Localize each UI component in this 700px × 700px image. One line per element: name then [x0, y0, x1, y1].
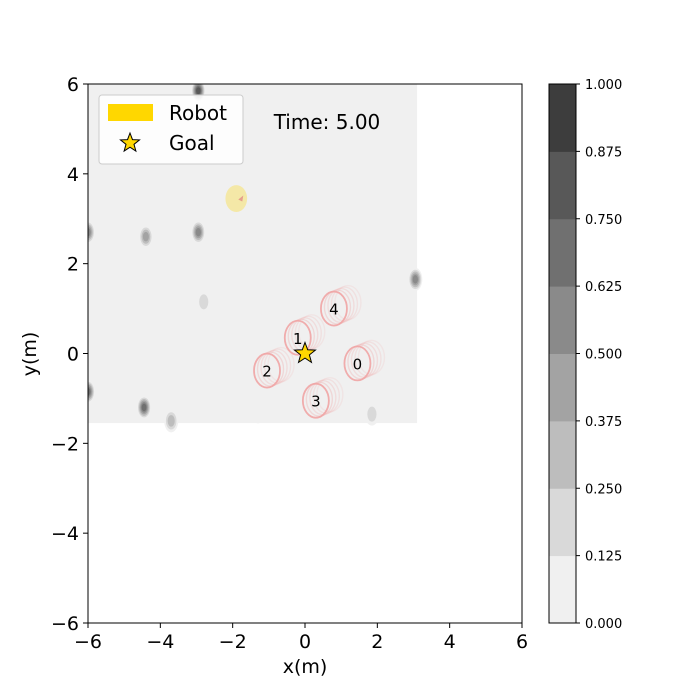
colorbar-tick-label: 0.875	[585, 145, 622, 160]
y-tick-label: −4	[51, 523, 79, 545]
agent-2: 2	[253, 346, 295, 389]
agent-0: 0	[343, 339, 386, 382]
agent-trail-ring	[298, 314, 326, 350]
x-tick-label: −2	[219, 631, 247, 653]
x-tick-label: 2	[371, 631, 383, 653]
obstacle-blob	[138, 225, 153, 249]
obstacle-blob	[191, 220, 206, 244]
agent-trail-ring	[312, 378, 341, 414]
obstacle-contour	[142, 231, 149, 242]
obstacle-contour	[367, 406, 377, 422]
colorbar-level	[549, 420, 576, 489]
obstacle-blob	[88, 380, 95, 404]
obstacle-blob	[408, 267, 423, 291]
colorbar-level	[549, 488, 576, 557]
robot-marker	[225, 185, 248, 213]
obstacle-contour	[199, 294, 209, 310]
colorbar-level	[549, 286, 576, 354]
x-tick-label: −4	[146, 631, 174, 653]
colorbar-level	[549, 218, 576, 287]
agent-circle	[283, 319, 312, 356]
agent-label: 1	[293, 330, 303, 348]
y-tick-label: −6	[51, 613, 79, 635]
colorbar-tick-label: 0.250	[585, 482, 622, 497]
robot-heading-arrow	[238, 195, 244, 202]
agent-circle	[253, 352, 281, 389]
y-tick-label: 4	[67, 164, 79, 186]
obstacle-blob	[364, 402, 379, 426]
colorbar-tick-label: 0.750	[585, 213, 622, 228]
x-axis-label: x(m)	[283, 656, 328, 678]
goal-star-icon	[293, 341, 317, 364]
colorbar-tick-label: 0.375	[585, 415, 622, 430]
obstacle-contour	[167, 415, 175, 427]
colorbar-level	[549, 555, 576, 624]
obstacle-contour	[141, 403, 147, 412]
legend-robot-patch	[108, 104, 153, 121]
agent-trail-ring	[263, 348, 292, 384]
agent-trail-ring	[334, 284, 362, 321]
colorbar: 0.000 0.125 0.250 0.375 0.500 0.625 0.750 0.875…	[548, 78, 622, 632]
obstacle-contour	[196, 87, 201, 95]
colorbar-tick-label: 1.000	[585, 78, 622, 93]
obstacle-blob	[137, 395, 152, 419]
x-tick-label: 6	[516, 631, 528, 653]
agent-trail-ring	[357, 339, 386, 376]
obstacle-blob	[88, 220, 95, 244]
x-tick-label: −6	[74, 631, 102, 653]
agent-label: 4	[329, 301, 339, 319]
obstacle-blob	[250, 400, 265, 424]
x-tick-label: 0	[299, 631, 311, 653]
agent-label: 3	[311, 393, 321, 411]
obstacle-contour	[88, 387, 91, 396]
y-tick-label: −2	[51, 433, 79, 455]
legend: Robot Goal	[98, 94, 244, 165]
time-annotation: Time: 5.00	[273, 110, 381, 134]
agent-trail-ring	[354, 341, 382, 377]
agent-circle	[320, 290, 348, 327]
obstacle-contour	[412, 275, 418, 284]
y-tick-label: 0	[67, 344, 79, 366]
y-axis-label: y(m)	[19, 332, 41, 377]
agent-trail-ring	[267, 346, 295, 383]
agent-trail-ring	[316, 376, 344, 413]
y-tick-label: 6	[67, 74, 79, 96]
legend-label-goal: Goal	[169, 131, 215, 155]
y-tick-label: 2	[67, 254, 79, 276]
colorbar-level	[549, 151, 576, 220]
agent-3: 3	[301, 376, 344, 419]
agent-circle	[301, 382, 330, 419]
colorbar-level	[549, 84, 576, 152]
obstacle-contour	[250, 400, 265, 424]
agent-label: 0	[353, 355, 363, 373]
agent-label: 2	[262, 363, 272, 381]
agent-circle	[343, 345, 372, 382]
colorbar-tick-label: 0.500	[585, 348, 622, 363]
colorbar-tick-label: 0.625	[585, 280, 622, 295]
obstacle-contour	[88, 227, 91, 237]
agent-4: 4	[320, 284, 362, 327]
obstacle-contour	[195, 227, 201, 237]
agent-trail-ring	[330, 286, 359, 322]
obstacle-blob	[164, 409, 179, 433]
legend-goal-star-icon	[119, 131, 141, 153]
colorbar-tick-label: 0.000	[585, 617, 622, 632]
colorbar-tick-label: 0.125	[585, 550, 622, 565]
colorbar-level	[549, 353, 576, 422]
legend-label-robot: Robot	[169, 101, 227, 125]
x-tick-label: 4	[444, 631, 456, 653]
obstacle-blob	[196, 290, 211, 314]
